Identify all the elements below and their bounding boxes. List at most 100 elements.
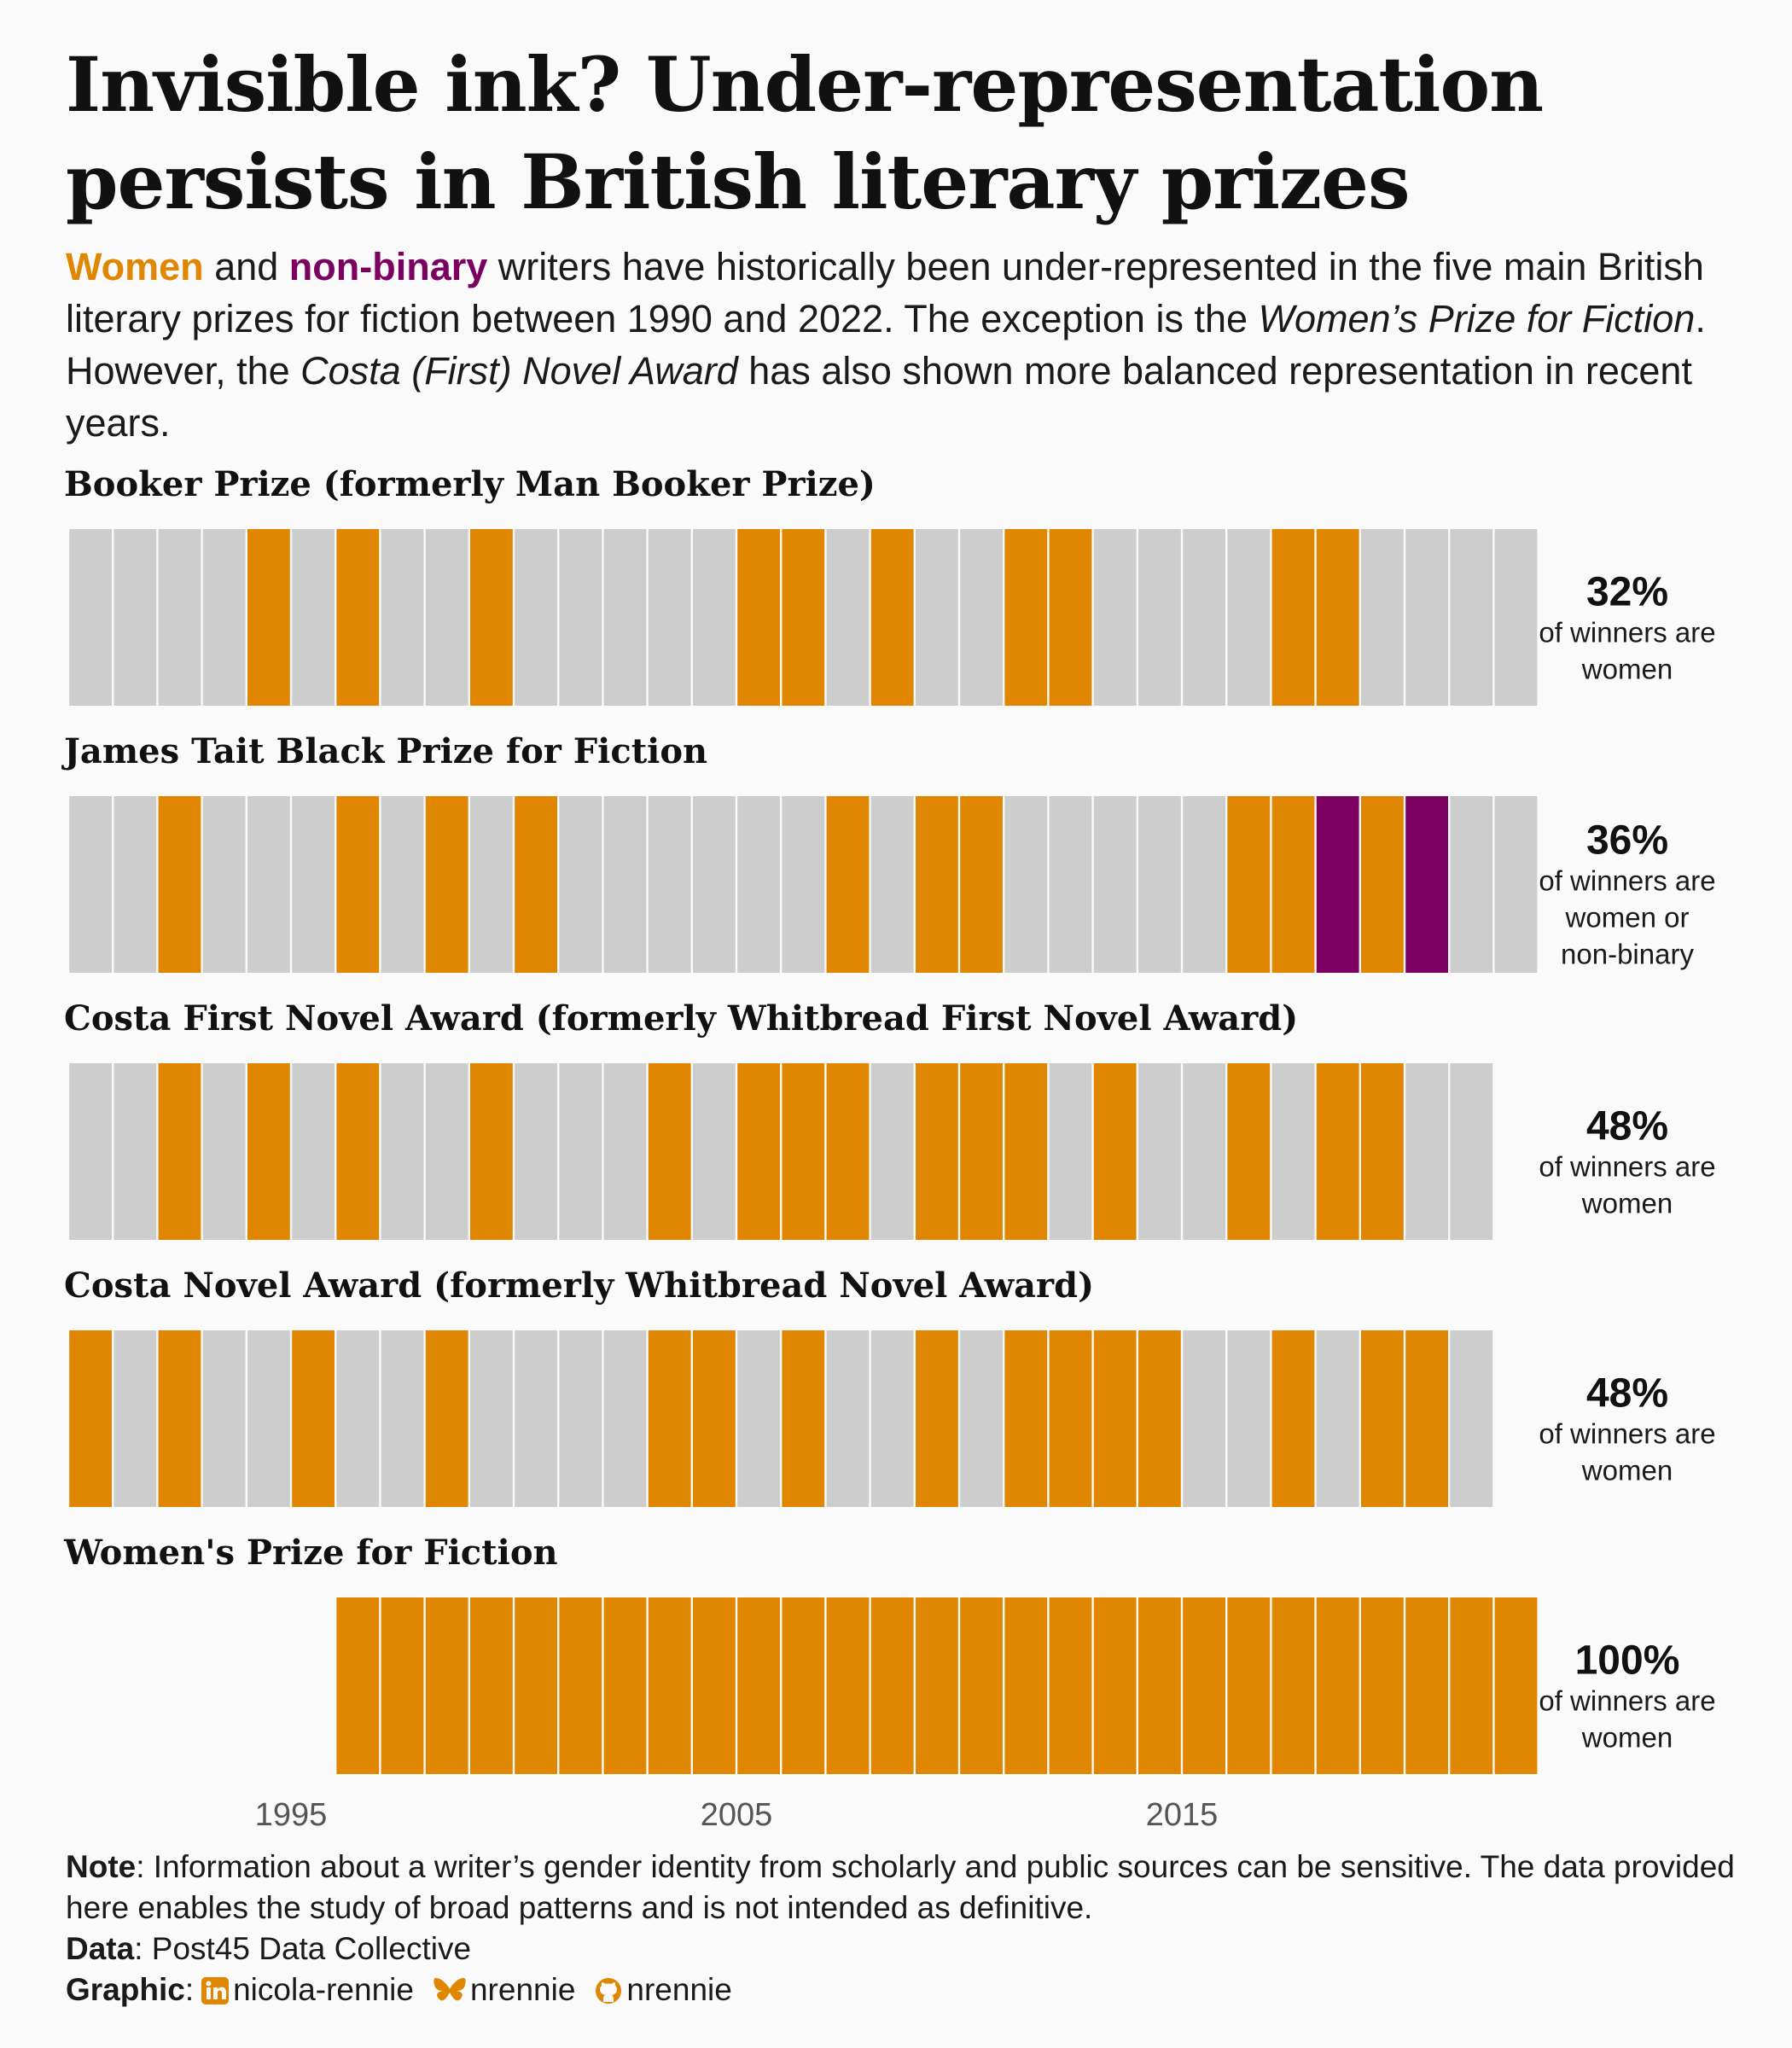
year-cell (381, 1597, 424, 1774)
year-cell (1405, 1330, 1448, 1507)
year-cell (515, 529, 557, 706)
year-cell (693, 529, 736, 706)
year-cell (247, 1063, 290, 1240)
percent-description: women or (1565, 902, 1690, 934)
year-cell (158, 1330, 201, 1507)
graphic-colon: : (184, 1972, 195, 2007)
percent-description: women (1581, 1455, 1673, 1487)
year-cell (202, 796, 246, 973)
year-cell (1227, 1597, 1271, 1774)
year-cell (693, 1597, 736, 1774)
bluesky-icon (433, 1975, 467, 2016)
year-cell (336, 796, 380, 973)
github-icon (594, 1975, 623, 2016)
year-cell (202, 1063, 246, 1240)
percent-description: of winners are (1539, 617, 1715, 649)
percent-description: of winners are (1539, 865, 1715, 897)
year-cell (1271, 529, 1315, 706)
year-cell (1316, 1330, 1359, 1507)
year-cell (515, 1063, 557, 1240)
year-cell (158, 796, 201, 973)
year-cell (1450, 1063, 1493, 1240)
year-cell (69, 529, 112, 706)
year-cell (1405, 529, 1448, 706)
year-cell (158, 529, 201, 706)
year-cell (1093, 1330, 1137, 1507)
bluesky-handle: nrennie (469, 1972, 576, 2007)
year-cell (603, 1330, 647, 1507)
year-cell (916, 1063, 958, 1240)
year-cell (1093, 1063, 1137, 1240)
year-cell (1316, 1597, 1359, 1774)
year-cell (1405, 1597, 1448, 1774)
year-cell (515, 796, 557, 973)
year-cell (782, 529, 825, 706)
chart-title: Invisible ink? Under-representation pers… (66, 40, 1544, 226)
year-cell (648, 1330, 691, 1507)
year-cell (1450, 1330, 1493, 1507)
panel-title: Costa Novel Award (formerly Whitbread No… (64, 1265, 1094, 1306)
note-text: : Information about a writer’s gender id… (66, 1849, 1735, 1925)
year-cell (826, 1597, 870, 1774)
x-tick-label: 1995 (255, 1797, 328, 1833)
percent-description: women (1581, 654, 1673, 685)
caption-note: Note: Information about a writer’s gende… (66, 1847, 1738, 1929)
year-cell (1450, 1597, 1493, 1774)
year-cell (737, 796, 780, 973)
year-cell (247, 1330, 290, 1507)
year-cell (1183, 1597, 1225, 1774)
year-cell (1316, 1063, 1359, 1240)
year-cell (1450, 529, 1493, 706)
year-cell (1049, 529, 1092, 706)
subtitle-text-2: . However, the (66, 297, 1706, 393)
year-cell (870, 1330, 914, 1507)
year-cell (113, 1063, 157, 1240)
year-cell (960, 1597, 1003, 1774)
year-cell (603, 1597, 647, 1774)
year-cell (247, 529, 290, 706)
caption-data: Data: Post45 Data Collective (66, 1929, 1738, 1969)
year-cell (470, 1597, 513, 1774)
data-label: Data (66, 1931, 135, 1966)
year-cell (1227, 1063, 1271, 1240)
year-cell (870, 529, 914, 706)
year-cell (1138, 1597, 1181, 1774)
year-cell (336, 1063, 380, 1240)
caption: Note: Information about a writer’s gende… (66, 1847, 1738, 2016)
year-cell (603, 1063, 647, 1240)
year-cell (648, 1063, 691, 1240)
subtitle-text-1: writers have historically been under-rep… (66, 245, 1704, 340)
year-cell (69, 1330, 112, 1507)
year-cell (603, 529, 647, 706)
year-cell (559, 1330, 602, 1507)
year-cell (1004, 529, 1048, 706)
data-source: : Post45 Data Collective (134, 1931, 472, 1966)
year-cell (470, 1330, 513, 1507)
year-cell (113, 529, 157, 706)
year-cell (1227, 796, 1271, 973)
percent-description: of winners are (1539, 1151, 1715, 1183)
year-cell (870, 1597, 914, 1774)
year-cell (1049, 1063, 1092, 1240)
year-cell (693, 1063, 736, 1240)
year-cell (693, 796, 736, 973)
year-cell (336, 1330, 380, 1507)
subtitle-text-3: has also shown more balanced representat… (66, 349, 1692, 445)
year-cell (336, 1597, 380, 1774)
year-cell (1361, 529, 1404, 706)
year-cell (737, 529, 780, 706)
year-cell (1361, 1330, 1404, 1507)
year-cell (1450, 796, 1493, 973)
year-cell (1494, 1597, 1538, 1774)
year-cell (559, 529, 602, 706)
year-cell (1183, 1063, 1225, 1240)
subtitle-womens-prize: Women’s Prize for Fiction (1258, 297, 1696, 340)
year-cell (1405, 1063, 1448, 1240)
caption-graphic: Graphic: nicola-rennie nrennie nrennie (66, 1969, 1738, 2016)
year-cell (1049, 1330, 1092, 1507)
year-cell (648, 1597, 691, 1774)
year-cell (1183, 529, 1225, 706)
year-cell (1004, 796, 1048, 973)
year-cell (960, 529, 1003, 706)
year-cell (1138, 796, 1181, 973)
